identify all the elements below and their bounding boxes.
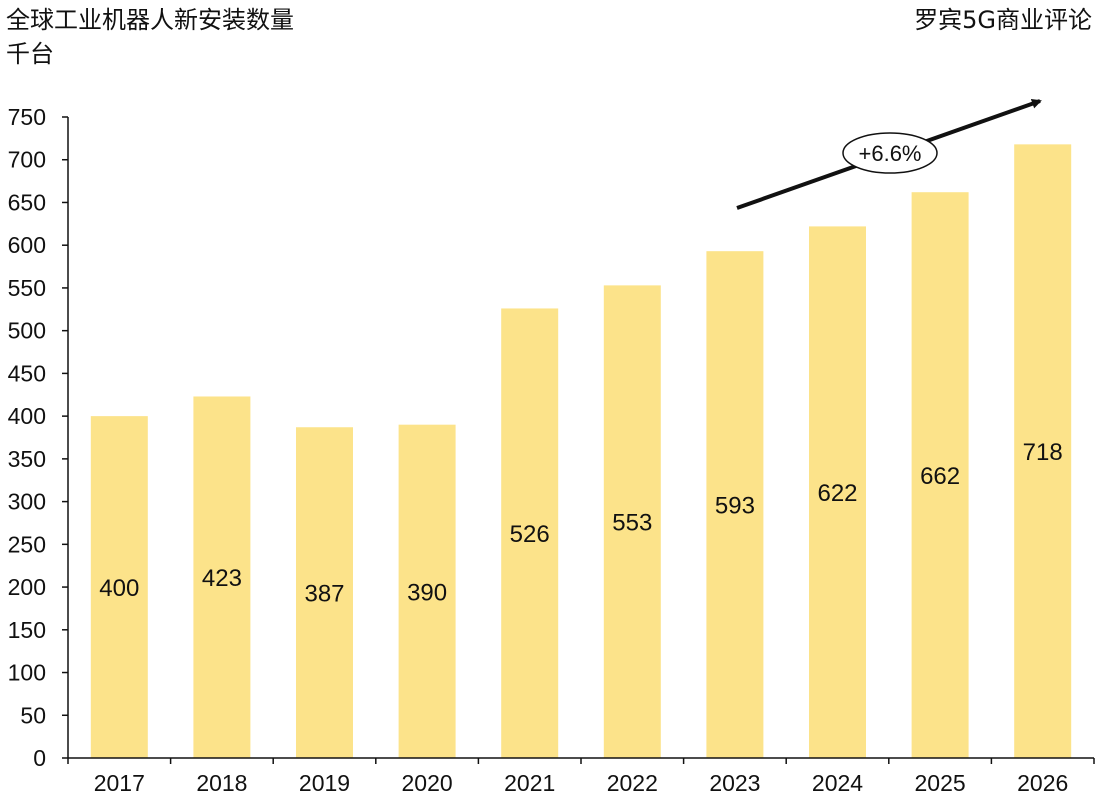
growth-annotation: +6.6% [736,98,1042,210]
y-tick-label-450: 450 [8,360,46,386]
data-label-2018: 423 [202,565,242,592]
y-tick-label-0: 0 [33,745,46,771]
x-tick-label-2025: 2025 [915,770,966,796]
data-label-2023: 593 [715,493,755,520]
y-tick-label-50: 50 [20,702,46,728]
data-label-2022: 553 [612,510,652,537]
bar-2018 [193,396,251,758]
bars-layer: 400 423 387 390 526 553 593 622 662 718 [90,144,1072,758]
bar-2025 [911,192,969,758]
bar-2024 [809,226,866,758]
x-tick-label-2023: 2023 [709,770,760,796]
x-tick-label-2021: 2021 [504,770,555,796]
y-tick-label-650: 650 [8,189,46,215]
data-label-2026: 718 [1023,439,1063,466]
bar-2023 [706,251,764,758]
y-tick-label-600: 600 [8,232,46,258]
y-tick-label-550: 550 [8,275,46,301]
data-label-2024: 622 [817,480,857,507]
y-tick-label-100: 100 [8,660,46,686]
bar-2017 [90,416,148,758]
axis-layer: 0 50 100 150 200 250 300 350 400 450 500 550 600 650 7… [8,104,1095,796]
data-label-2020: 390 [407,579,447,606]
data-label-2019: 387 [304,581,344,608]
x-tick-label-2017: 2017 [94,770,145,796]
brand-label: 罗宾5G商业评论 [914,6,1092,34]
cagr-label: +6.6% [859,141,922,166]
y-tick-label-250: 250 [8,531,46,557]
x-tick-label-2026: 2026 [1017,770,1068,796]
bar-2020 [398,424,456,758]
x-tick-label-2019: 2019 [299,770,350,796]
y-tick-label-200: 200 [8,574,46,600]
y-tick-label-350: 350 [8,446,46,472]
y-tick-label-400: 400 [8,403,46,429]
bar-2026 [1014,144,1072,758]
y-tick-label-750: 750 [8,104,46,130]
chart-title: 全球工业机器人新安装数量 [6,6,294,34]
x-tick-label-2018: 2018 [196,770,247,796]
data-label-2021: 526 [510,521,550,548]
x-tick-label-2024: 2024 [812,770,863,796]
cagr-bubble [842,132,938,174]
bar-2022 [603,285,661,758]
y-tick-label-700: 700 [8,147,46,173]
x-tick-label-2022: 2022 [607,770,658,796]
x-tick-label-2020: 2020 [402,770,453,796]
bar-2019 [296,427,353,758]
y-tick-label-300: 300 [8,489,46,515]
data-label-2017: 400 [99,575,139,602]
y-tick-label-500: 500 [8,318,46,344]
data-label-2025: 662 [920,463,960,490]
y-tick-label-150: 150 [8,617,46,643]
y-axis-unit: 千台 [6,40,54,68]
bar-2021 [501,308,559,758]
